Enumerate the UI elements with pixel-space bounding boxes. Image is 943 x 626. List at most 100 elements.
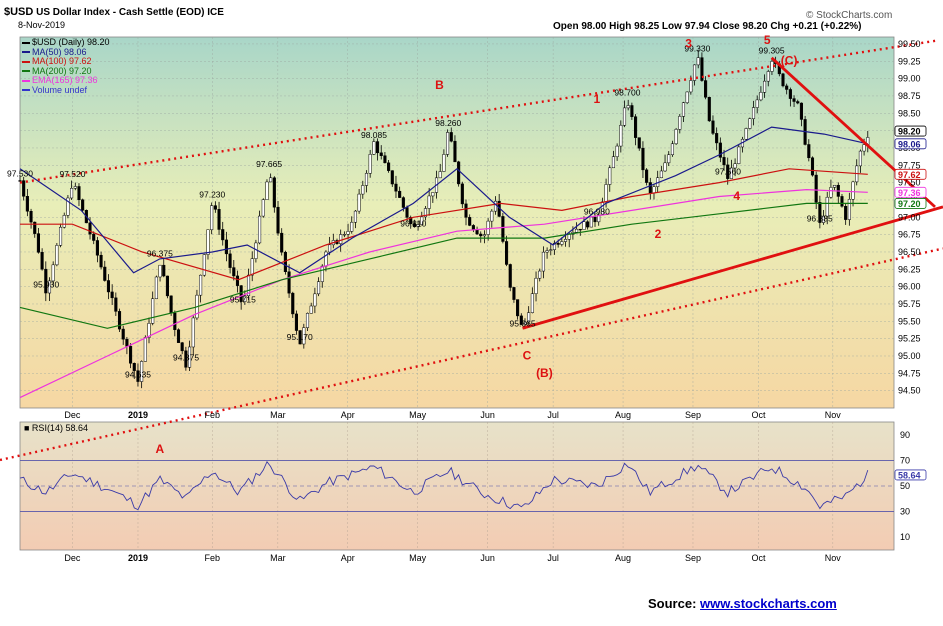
price-label: 95.365 xyxy=(510,319,536,329)
candle-body xyxy=(582,221,586,230)
candle-body xyxy=(364,173,369,186)
rsi-x-tick-label: May xyxy=(409,553,427,563)
candle-body xyxy=(269,177,273,183)
legend-label: $USD (Daily) 98.20 xyxy=(32,37,110,47)
candle-body xyxy=(129,345,133,364)
candle-body xyxy=(25,196,29,212)
candle-body xyxy=(464,203,468,218)
wave-label: (B) xyxy=(536,366,553,380)
candle-body xyxy=(575,228,579,233)
candle-body xyxy=(460,183,464,205)
candle-body xyxy=(132,363,136,371)
candle-body xyxy=(217,209,221,230)
source-link[interactable]: www.stockcharts.com xyxy=(700,596,837,611)
candle-body xyxy=(106,280,111,293)
rsi-y-tick-label: 70 xyxy=(900,455,910,465)
candle-body xyxy=(667,154,671,164)
candle-body xyxy=(534,277,538,294)
candle-body xyxy=(272,177,276,208)
candle-body xyxy=(206,229,210,255)
candle-body xyxy=(320,265,324,282)
candle-body xyxy=(339,234,343,244)
candle-body xyxy=(634,116,638,138)
candle-body xyxy=(505,241,509,265)
candle-body xyxy=(833,184,837,188)
wave-label: 2 xyxy=(655,227,662,241)
candle-body xyxy=(748,118,752,129)
candle-body xyxy=(818,202,822,223)
rsi-x-tick-label: Jun xyxy=(480,553,495,563)
wave-label: 5 xyxy=(764,33,771,47)
candle-body xyxy=(468,217,472,226)
legend-item: $USD (Daily) 98.20 xyxy=(22,37,110,48)
candle-body xyxy=(313,293,317,307)
candle-body xyxy=(810,157,815,176)
candle-body xyxy=(527,312,531,323)
legend-label: MA(100) 97.62 xyxy=(32,56,92,66)
candle-body xyxy=(501,216,505,242)
rsi-x-tick-label: Nov xyxy=(825,553,842,563)
candle-body xyxy=(715,133,719,144)
candle-body xyxy=(210,205,214,230)
axis-tag-box xyxy=(894,168,927,180)
candle-body xyxy=(412,223,416,228)
rsi-x-tick-label: Oct xyxy=(752,553,767,563)
candle-body xyxy=(243,295,247,302)
legend-label: Volume undef xyxy=(32,84,88,95)
legend-item: MA(50) 98.06 xyxy=(22,47,110,58)
candle-body xyxy=(73,186,77,189)
y-tick-label: 99.00 xyxy=(898,74,921,84)
series-layer xyxy=(18,49,870,399)
candle-body xyxy=(357,193,361,212)
price-label: 97.230 xyxy=(199,189,225,199)
candle-body xyxy=(162,264,166,277)
y-tick-label: 95.50 xyxy=(898,316,921,326)
candle-body xyxy=(858,150,862,167)
candle-body xyxy=(847,199,851,220)
candle-body xyxy=(659,170,663,179)
y-tick-label: 96.50 xyxy=(898,247,921,257)
candle-body xyxy=(692,64,697,81)
rsi-y-tick-label: 30 xyxy=(900,507,910,517)
legend-item: EMA(165) 97.36 xyxy=(22,75,110,86)
ma50-line xyxy=(19,126,868,274)
rsi-y-tick-label: 90 xyxy=(900,430,910,440)
candle-body xyxy=(718,142,722,158)
candle-body xyxy=(294,313,298,331)
candle-body xyxy=(637,137,641,149)
ohlc-readout: Open 98.00 High 98.25 Low 97.94 Close 98… xyxy=(553,21,862,32)
ema165-line xyxy=(19,188,868,399)
candle-body xyxy=(512,287,516,300)
candle-body xyxy=(519,315,523,325)
legend-item: MA(200) 97.20 xyxy=(22,66,110,77)
x-tick-label: Aug xyxy=(615,410,631,420)
y-tick-label: 95.25 xyxy=(898,334,921,344)
candle-body xyxy=(305,313,310,328)
price-label: 99.305 xyxy=(759,45,785,55)
candle-body xyxy=(446,132,450,155)
legend-swatch xyxy=(22,41,30,44)
candle-body xyxy=(796,101,800,104)
grid-lines xyxy=(20,37,894,550)
candle-body xyxy=(372,141,376,155)
candle-body xyxy=(202,254,206,276)
candle-body xyxy=(302,327,306,345)
candle-body xyxy=(180,342,184,352)
candle-body xyxy=(549,249,553,251)
candle-body xyxy=(121,328,125,340)
ma100-line xyxy=(20,168,868,281)
rsi-value-tag-box xyxy=(894,469,927,481)
candle-body xyxy=(317,281,321,295)
y-tick-label: 99.25 xyxy=(898,56,921,66)
price-label: 97.520 xyxy=(59,169,85,179)
x-tick-label: Feb xyxy=(205,410,221,420)
candle-body xyxy=(379,152,383,156)
candle-body xyxy=(563,239,568,242)
candle-body xyxy=(62,215,66,228)
rsi-x-tick-label: Dec xyxy=(64,553,81,563)
axis-tag-label: 98.20 xyxy=(898,127,921,137)
candle-body xyxy=(670,143,674,156)
price-label: 96.810 xyxy=(400,218,426,228)
legend-swatch xyxy=(22,79,30,82)
y-tick-label: 97.50 xyxy=(898,178,921,188)
